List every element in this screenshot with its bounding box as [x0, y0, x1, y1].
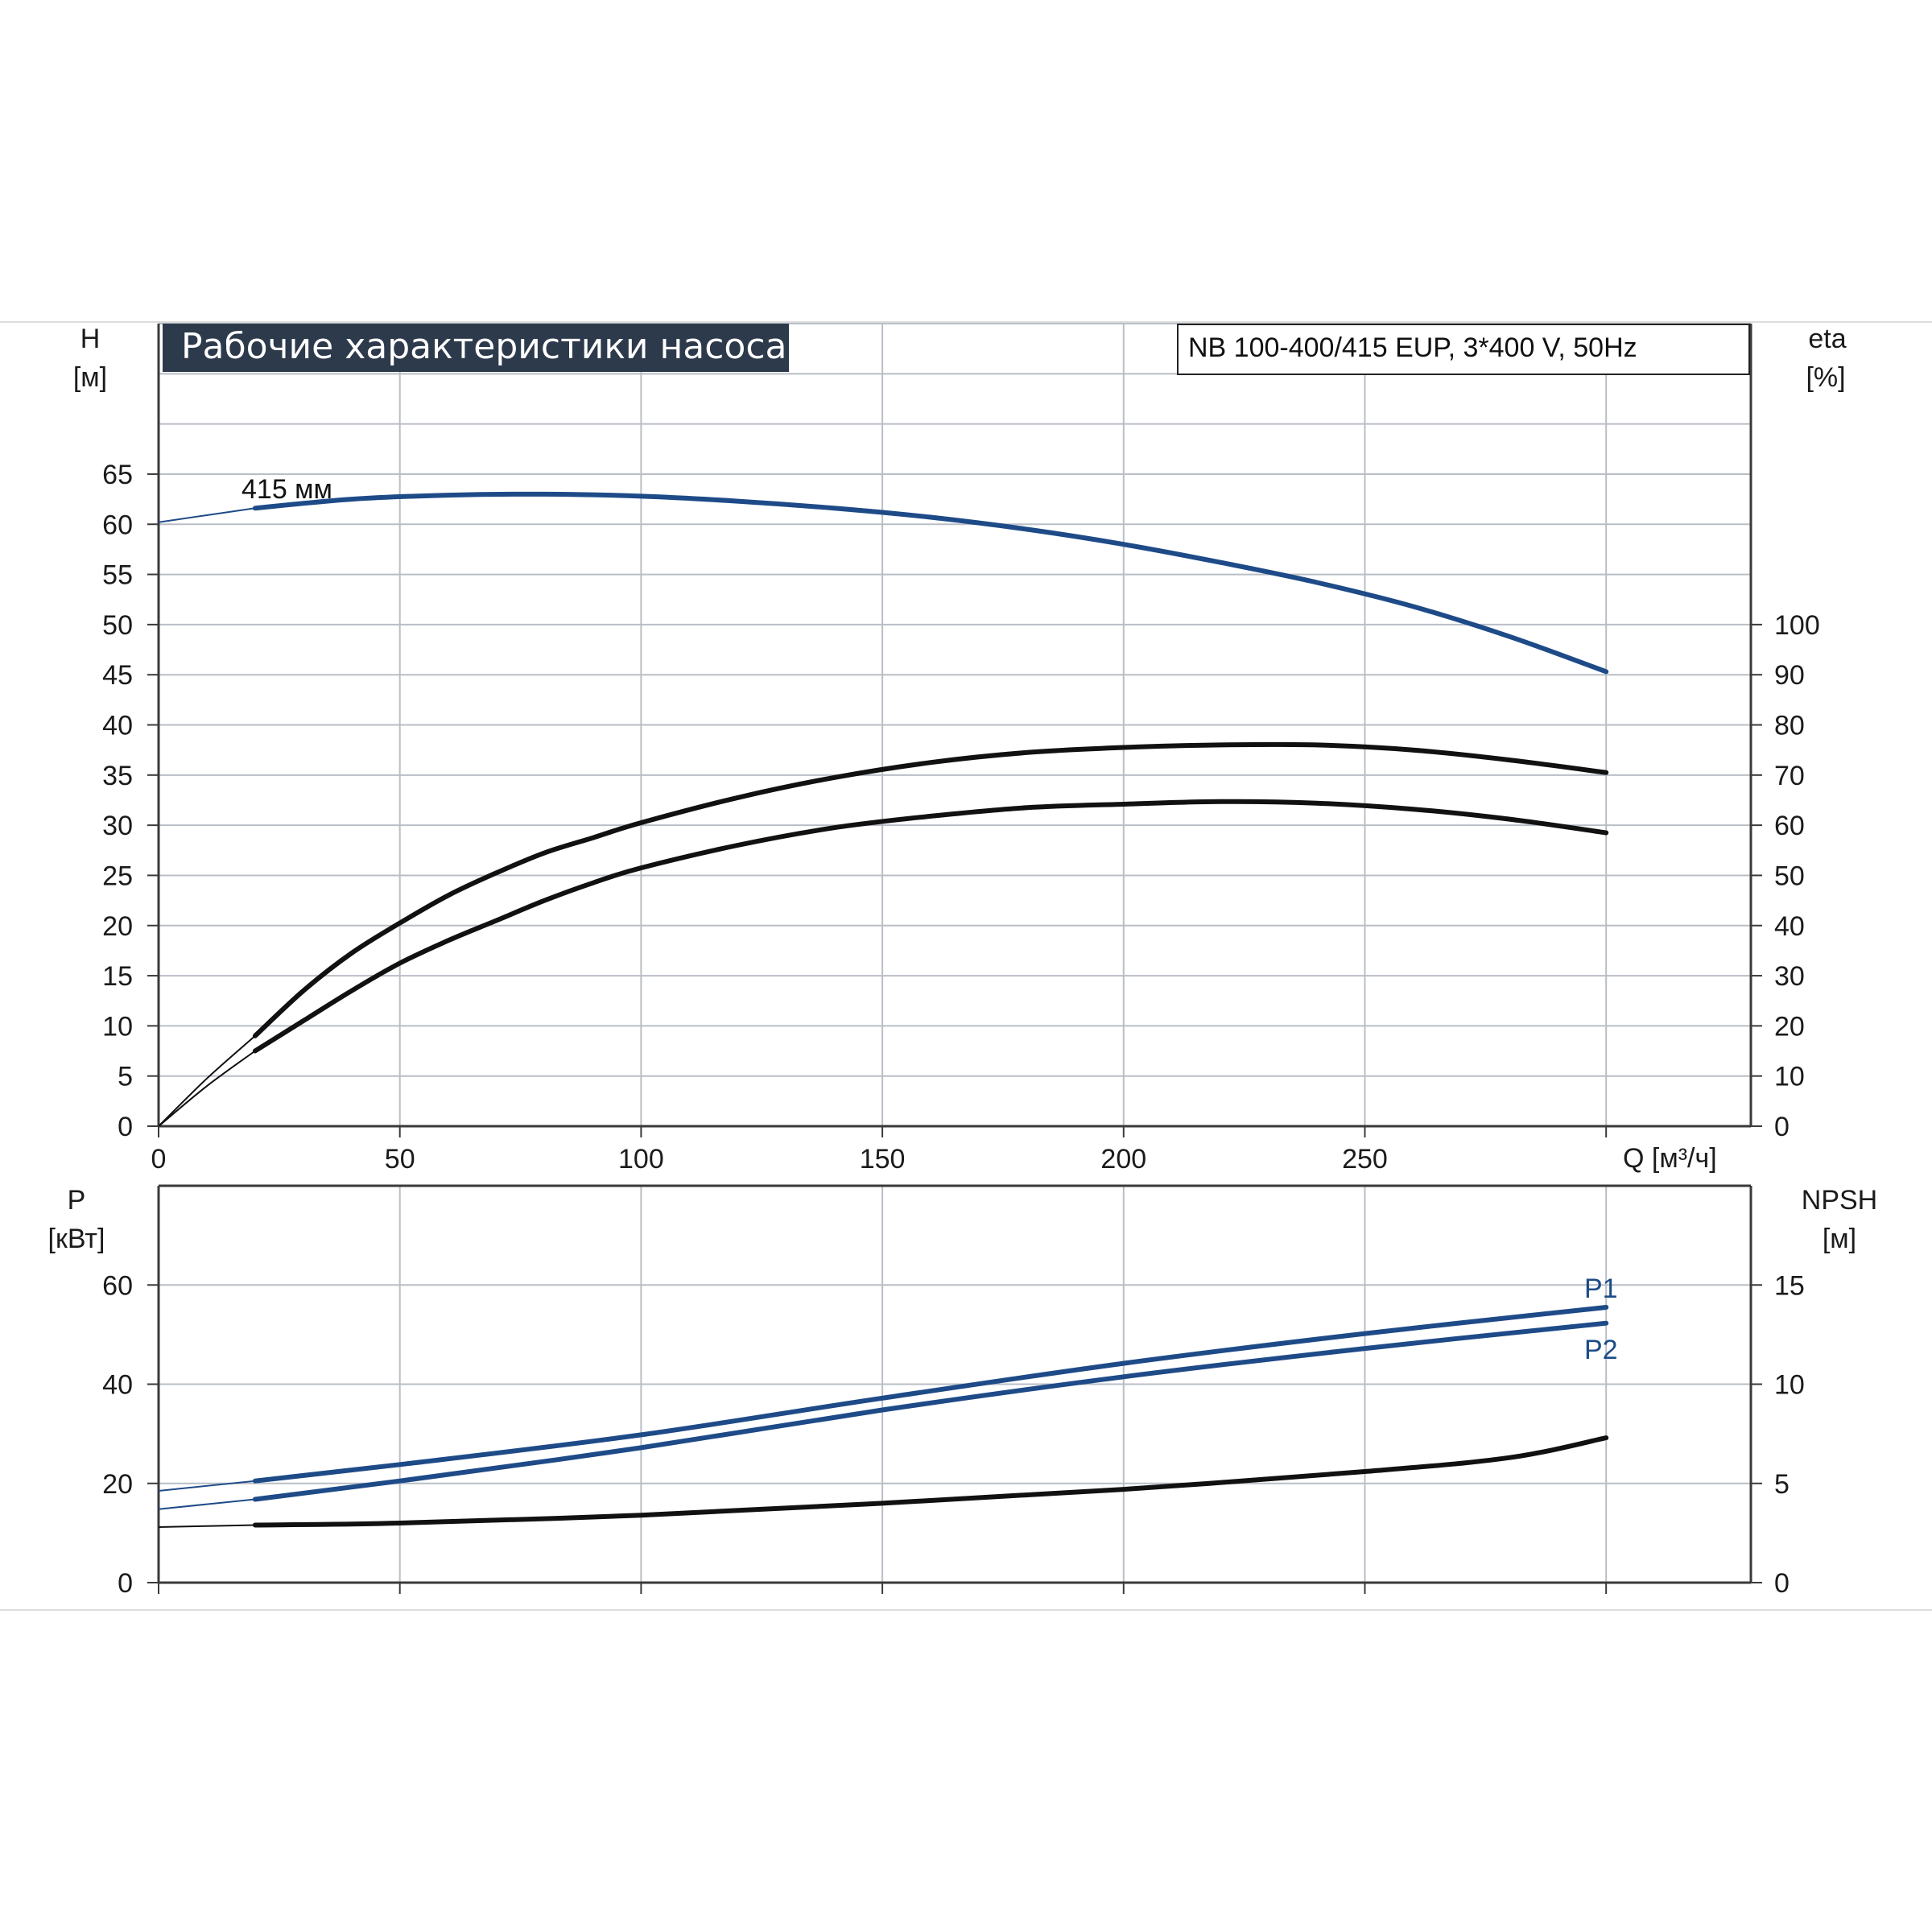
x-axis-label: Q [м³/ч] [1623, 1143, 1717, 1174]
y-left-unit-bottom: [кВт] [48, 1224, 105, 1254]
p1-curve-extension [158, 1480, 255, 1492]
top-grid [157, 323, 1752, 1128]
top-series [158, 491, 1609, 1127]
y-right-tick-label: 60 [1774, 811, 1805, 841]
y-left-tick-label: 25 [102, 861, 133, 891]
p-tick-label: 40 [102, 1370, 133, 1401]
npsh-tick-label: 5 [1774, 1469, 1790, 1500]
p2-curve [252, 1320, 1609, 1502]
npsh-tick-label: 15 [1774, 1270, 1805, 1301]
x-tick-label: 50 [385, 1144, 415, 1174]
y-left-tick-label: 30 [102, 811, 133, 841]
y-left-unit-top: [м] [73, 362, 107, 393]
y-right-tick-label: 80 [1774, 711, 1805, 741]
y-right-tick-label: 100 [1774, 610, 1820, 641]
top-ticks: 0 5 10 15 20 25 30 35 40 45 50 55 60 65 0 10 20 30 40 50 60 7… [102, 460, 1820, 1174]
y-right-tick-label: 30 [1774, 961, 1805, 992]
x-tick-label: 250 [1342, 1144, 1388, 1174]
model-box: NB 100-400/415 EUP, 3*400 V, 50Hz [1177, 324, 1750, 375]
y-right-label-bottom: NPSH [1802, 1185, 1877, 1216]
npsh-tick-label: 10 [1774, 1370, 1805, 1401]
y-right-tick-label: 40 [1774, 911, 1805, 942]
y-left-tick-label: 20 [102, 911, 133, 942]
x-tick-label: 200 [1100, 1144, 1146, 1174]
y-left-tick-label: 45 [102, 660, 133, 691]
series-label-415: 415 мм [242, 474, 332, 505]
bottom-series [158, 1305, 1609, 1528]
y-right-tick-label: 0 [1774, 1112, 1790, 1142]
series-label-p2: P2 [1584, 1335, 1618, 1365]
y-left-tick-label: 5 [118, 1062, 133, 1092]
y-right-unit-bottom: [м] [1823, 1224, 1856, 1254]
y-left-tick-label: 60 [102, 510, 133, 540]
y-left-label-top: H [80, 324, 101, 354]
bottom-grid [157, 1184, 1752, 1584]
title-banner: Рабочие характеристики насоса [163, 324, 789, 372]
y-left-label-bottom: P [68, 1185, 86, 1216]
y-left-tick-label: 65 [102, 460, 133, 490]
y-left-tick-label: 10 [102, 1011, 133, 1042]
p-tick-label: 60 [102, 1270, 133, 1301]
x-tick-label: 0 [151, 1144, 167, 1174]
y-left-tick-label: 15 [102, 961, 133, 992]
efficiency-curve-upper [252, 741, 1609, 1038]
p-tick-label: 20 [102, 1469, 133, 1500]
y-right-unit-top: [%] [1806, 362, 1845, 393]
head-efficiency-panel: 0 5 10 15 20 25 30 35 40 45 50 55 60 65 0 10 20 30 40 50 60 7… [73, 323, 1847, 1174]
y-right-label-top: eta [1808, 324, 1846, 354]
y-right-tick-label: 50 [1774, 861, 1805, 891]
npsh-tick-label: 0 [1774, 1568, 1790, 1599]
p1-curve [252, 1305, 1609, 1484]
y-left-tick-label: 40 [102, 711, 133, 741]
y-right-tick-label: 10 [1774, 1062, 1805, 1092]
efficiency-curve-lower [252, 799, 1609, 1054]
x-tick-label: 150 [860, 1144, 906, 1174]
efficiency-curve-lower-extension [158, 1050, 256, 1127]
series-label-p1: P1 [1584, 1274, 1618, 1304]
npsh-curve [252, 1435, 1609, 1528]
y-right-tick-label: 20 [1774, 1011, 1805, 1042]
p-tick-label: 0 [118, 1568, 133, 1599]
p2-curve-extension [158, 1498, 255, 1510]
y-right-tick-label: 90 [1774, 660, 1805, 691]
x-tick-label: 100 [618, 1144, 664, 1174]
head-curve [252, 491, 1609, 675]
y-left-tick-label: 0 [118, 1112, 133, 1142]
title-background [163, 324, 789, 372]
y-left-tick-label: 55 [102, 560, 133, 591]
y-left-tick-label: 35 [102, 761, 133, 791]
model-label: NB 100-400/415 EUP, 3*400 V, 50Hz [1188, 332, 1637, 363]
head-curve-extension [158, 507, 256, 523]
bottom-ticks: 0 20 40 60 0 5 10 15 [102, 1270, 1805, 1599]
efficiency-curve-upper-extension [158, 1035, 256, 1127]
y-left-tick-label: 50 [102, 610, 133, 641]
power-npsh-panel: 0 20 40 60 0 5 10 15 P [кВт] NPSH [м] P1 P2 [48, 1184, 1877, 1599]
model-box-frame [1177, 324, 1750, 375]
y-right-tick-label: 70 [1774, 761, 1805, 791]
npsh-curve-extension [158, 1524, 255, 1528]
chart-title: Рабочие характеристики насоса [181, 326, 786, 367]
